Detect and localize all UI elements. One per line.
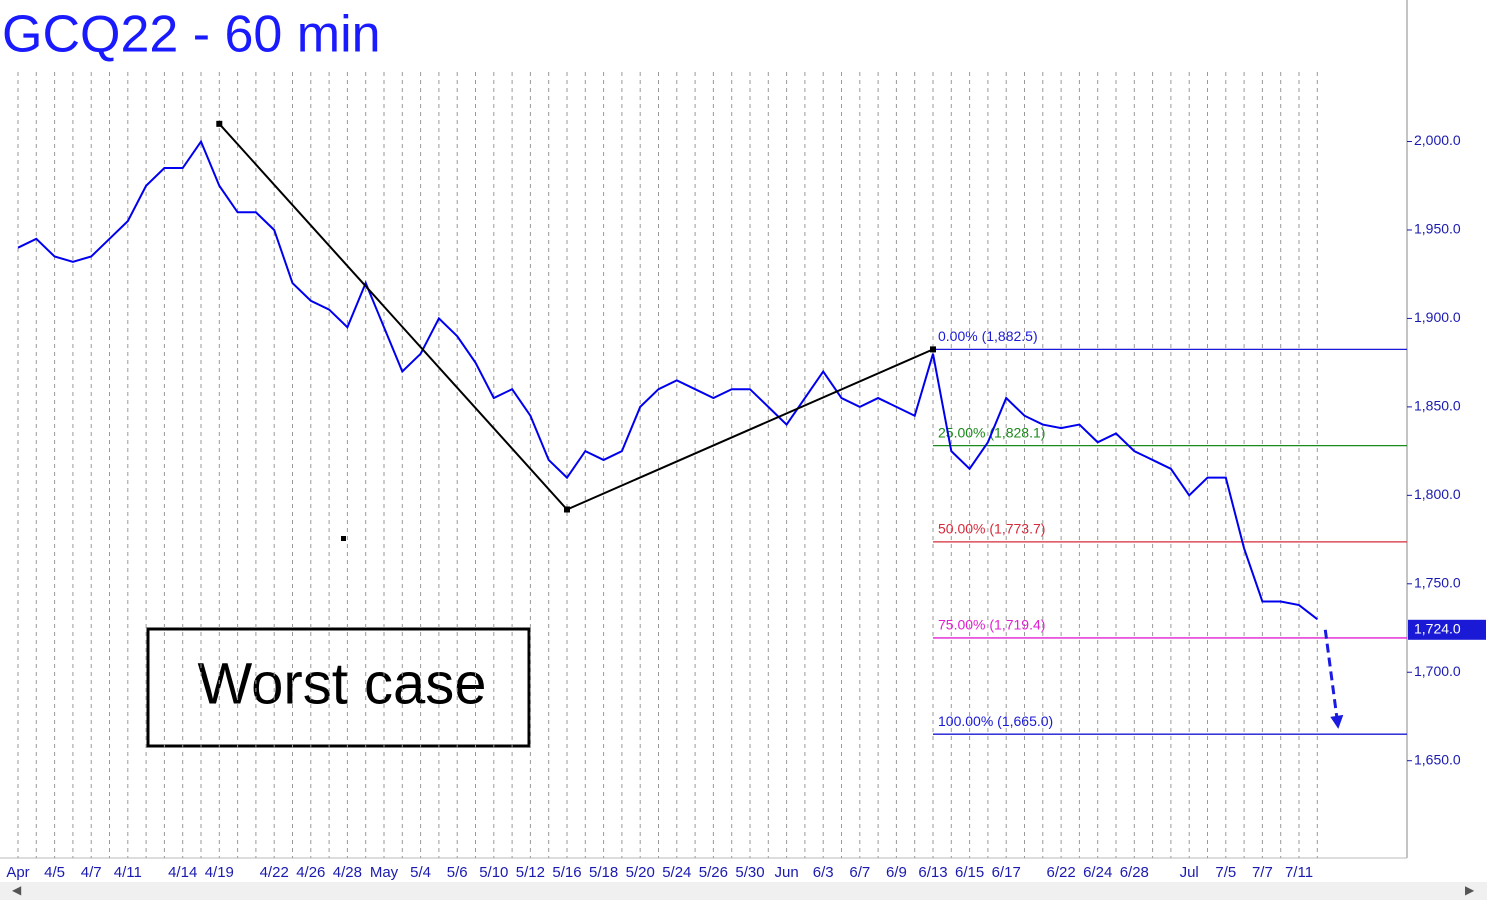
scroll-right[interactable]: ▶ xyxy=(1465,883,1475,897)
x-tick-label: 6/22 xyxy=(1046,864,1075,881)
y-tick-label: 1,900.0 xyxy=(1414,309,1461,325)
fib-label: 100.00% (1,665.0) xyxy=(938,713,1053,729)
y-tick-label: 1,800.0 xyxy=(1414,486,1461,502)
x-tick-label: 4/5 xyxy=(44,864,65,881)
x-tick-label: 4/22 xyxy=(260,864,289,881)
x-tick-label: 5/20 xyxy=(626,864,655,881)
x-tick-label: Jun xyxy=(775,864,799,881)
x-tick-label: Apr xyxy=(6,864,29,881)
last-price-box xyxy=(1408,619,1486,640)
x-tick-label: 4/7 xyxy=(81,864,102,881)
annotation-box xyxy=(146,627,531,748)
x-tick-label: 4/11 xyxy=(114,864,142,881)
last-price-label: 1,724.0 xyxy=(1414,620,1461,636)
fib-label: 75.00% (1,719.4) xyxy=(938,617,1045,633)
x-tick-label: 6/9 xyxy=(886,864,907,881)
x-tick-label: 6/15 xyxy=(955,864,984,881)
x-tick-label: 4/19 xyxy=(205,864,234,881)
y-tick-label: 2,000.0 xyxy=(1414,132,1461,148)
x-tick-label: Jul xyxy=(1180,864,1199,881)
y-tick-label: 1,750.0 xyxy=(1414,574,1461,590)
x-tick-label: 5/12 xyxy=(516,864,545,881)
x-tick-label: 5/24 xyxy=(662,864,691,881)
y-tick-label: 1,650.0 xyxy=(1414,751,1461,767)
scrollbar[interactable] xyxy=(0,882,1487,900)
scroll-left[interactable]: ◀ xyxy=(12,883,22,897)
zigzag-point xyxy=(564,506,570,513)
y-tick-label: 1,950.0 xyxy=(1414,221,1461,237)
projection-head xyxy=(1330,714,1344,729)
x-tick-label: 7/5 xyxy=(1215,864,1236,881)
x-tick-label: 6/13 xyxy=(918,864,947,881)
x-tick-label: 4/28 xyxy=(333,864,362,881)
x-tick-label: May xyxy=(370,864,399,881)
price-line xyxy=(17,139,1318,620)
x-tick-label: 6/17 xyxy=(992,864,1021,881)
x-tick-label: 5/16 xyxy=(552,864,581,881)
zigzag-point xyxy=(930,346,936,353)
x-tick-label: 4/14 xyxy=(168,864,197,881)
y-tick-label: 1,850.0 xyxy=(1414,398,1461,414)
x-tick-label: 6/3 xyxy=(813,864,834,881)
x-tick-label: 4/26 xyxy=(296,864,325,881)
x-tick-label: 6/28 xyxy=(1120,864,1149,881)
x-tick-label: 5/18 xyxy=(589,864,618,881)
fib-label: 50.00% (1,773.7) xyxy=(938,521,1045,537)
x-tick-label: 7/11 xyxy=(1285,864,1313,881)
projection-line xyxy=(1323,629,1339,722)
x-tick-label: 6/7 xyxy=(849,864,870,881)
x-tick-label: 5/6 xyxy=(447,864,468,881)
x-tick-label: 6/24 xyxy=(1083,864,1112,881)
chart-title: GCQ22 - 60 min xyxy=(2,6,381,64)
fib-label: 0.00% (1,882.5) xyxy=(938,328,1038,344)
zigzag-point xyxy=(216,120,223,127)
dot xyxy=(341,536,346,541)
x-tick-label: 5/30 xyxy=(735,864,764,881)
annotation: Worst case xyxy=(197,651,486,716)
x-tick-label: 5/26 xyxy=(699,864,728,881)
y-tick-label: 1,700.0 xyxy=(1414,663,1461,679)
x-tick-label: 7/7 xyxy=(1252,864,1273,881)
x-tick-label: 5/4 xyxy=(410,864,431,881)
x-tick-label: 5/10 xyxy=(479,864,508,881)
